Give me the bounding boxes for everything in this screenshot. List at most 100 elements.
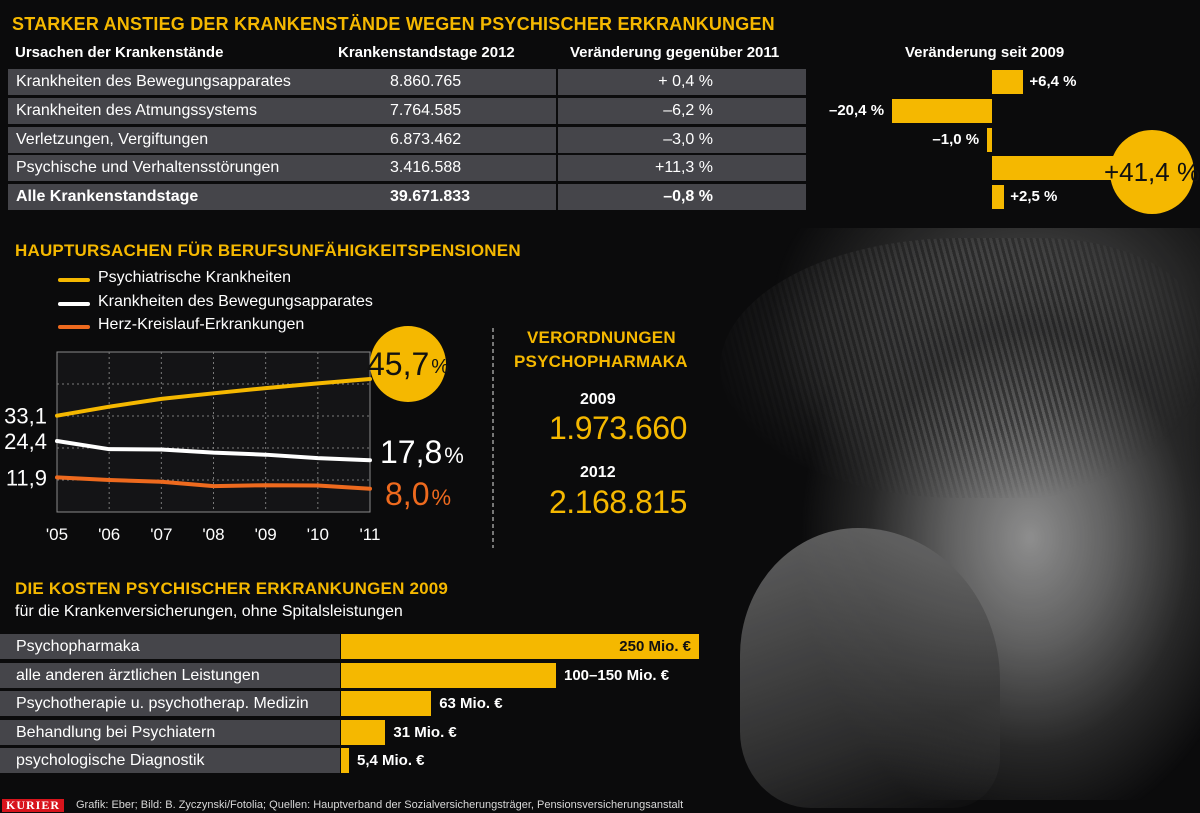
change-2011-cell: +11,3 %	[655, 159, 713, 176]
cause-cell: Krankheiten des Atmungssystems	[16, 102, 258, 119]
series-point	[212, 391, 215, 395]
table-row-bg	[558, 98, 806, 124]
legend-swatch	[58, 325, 90, 329]
pension-title: HAUPTURSACHEN FÜR BERUFSUNFÄHIGKEITSPENS…	[15, 241, 521, 260]
cost-bar	[341, 691, 432, 716]
kurier-logo: KURIER	[2, 799, 65, 812]
table-row-bg	[558, 155, 806, 181]
legend-label: Herz-Kreislauf-Erkrankungen	[98, 316, 305, 333]
cost-label: Psychotherapie u. psychotherap. Medizin	[16, 695, 309, 712]
cause-cell: Verletzungen, Vergiftungen	[16, 131, 209, 148]
photo-arm-shape	[740, 528, 1000, 808]
legend-label: Krankheiten des Bewegungsapparates	[98, 293, 373, 310]
x-tick-label: '07	[150, 525, 172, 544]
series-point	[368, 377, 372, 381]
cost-label: Behandlung bei Psychiatern	[16, 723, 216, 741]
table-row-bg	[8, 155, 556, 181]
series-point	[159, 447, 163, 451]
change-bar	[992, 185, 1005, 209]
series-point	[264, 386, 268, 390]
prescriptions-year-2012: 2012	[580, 464, 616, 481]
x-tick-label: '06	[98, 525, 120, 544]
cause-cell: Psychische und Verhaltensstörungen	[16, 159, 280, 176]
psych-end-value: 45,7	[366, 345, 430, 382]
cost-row: Psychotherapie u. psychotherap. Medizin	[0, 691, 340, 716]
series-point	[107, 405, 111, 409]
table-row-bg	[558, 184, 806, 210]
start-value-label: 11,9	[6, 465, 47, 490]
cause-cell: Krankheiten des Bewegungsapparates	[16, 73, 291, 90]
x-tick-label: '11	[360, 525, 381, 544]
cost-bar	[341, 748, 349, 773]
cost-value-label: 250 Mio. €	[619, 638, 691, 655]
days-cell: 39.671.833	[390, 188, 471, 205]
change-bar	[892, 99, 992, 123]
sick-leave-title: STARKER ANSTIEG DER KRANKENSTÄNDE WEGEN …	[12, 14, 775, 34]
change-bar	[992, 156, 1118, 180]
psych-end-percent: %	[431, 355, 450, 378]
table-row-bg	[8, 184, 556, 210]
change-bar-label: –20,4 %	[828, 102, 885, 119]
cost-row: psychologische Diagnostik	[0, 748, 340, 773]
change-2011-cell: + 0,4 %	[658, 73, 713, 90]
start-value-label: 24,4	[4, 429, 47, 454]
cost-row: alle anderen ärztlichen Leistungen	[0, 662, 340, 688]
change-2011-cell: –0,8 %	[663, 188, 713, 205]
cost-value-label: 63 Mio. €	[439, 695, 503, 712]
series-point	[316, 381, 320, 385]
series-point	[212, 484, 215, 488]
table-row-bg	[558, 69, 806, 95]
legend-swatch	[58, 302, 90, 306]
change-bar-label: +2,5 %	[1010, 188, 1058, 205]
cost-label: Psychopharmaka	[16, 638, 140, 655]
psych-end-circle: 45,7%	[366, 326, 450, 402]
series-point	[107, 478, 111, 482]
series-point	[159, 480, 163, 484]
bewegung-end-value: 17,8	[380, 434, 443, 470]
header-days: Krankenstandstage 2012	[338, 44, 515, 61]
change-2011-cell: –3,0 %	[663, 131, 713, 148]
table-row-bg	[8, 69, 556, 95]
table-row-bg	[558, 127, 806, 153]
series-point	[55, 439, 59, 443]
cause-cell: Alle Krankenstandstage	[16, 188, 199, 205]
herz-end-value: 8,0	[385, 476, 430, 512]
pension-line-chart: 33,124,4 11,9 '05 '06 '07 '08 '09 '10 '11	[4, 351, 381, 544]
cost-bar	[341, 634, 699, 659]
table-row-bg	[8, 127, 556, 153]
x-tick-label: '08	[202, 525, 224, 544]
herz-end-percent: %	[431, 485, 452, 510]
start-value-label: 33,1	[4, 404, 47, 429]
x-tick-label: '05	[46, 525, 68, 544]
prescriptions-title-line1: VERORDNUNGEN	[527, 328, 676, 347]
days-cell: 7.764.585	[390, 102, 462, 119]
cost-value-label: 100–150 Mio. €	[564, 666, 670, 684]
woman-photo	[700, 228, 1200, 808]
series-point	[316, 484, 320, 488]
series-point	[264, 453, 268, 457]
cost-value-label: 5,4 Mio. €	[357, 752, 425, 769]
change-bar	[992, 70, 1024, 94]
header-cause: Ursachen der Krankenstände	[15, 44, 224, 61]
cost-label: alle anderen ärztlichen Leistungen	[16, 666, 260, 684]
cost-bar	[341, 719, 386, 745]
series-point	[316, 456, 320, 460]
x-tick-label: '09	[255, 525, 277, 544]
header-change-2009: Veränderung seit 2009	[905, 44, 1065, 61]
bewegung-end-percent: %	[444, 443, 464, 468]
table-row-bg	[8, 98, 556, 124]
prescriptions-value-2012: 2.168.815	[549, 484, 687, 520]
section-divider	[492, 328, 494, 548]
series-point	[264, 483, 268, 487]
series-point	[107, 447, 111, 451]
prescriptions-year-2009: 2009	[580, 391, 616, 408]
herz-end-label: 8,0%	[385, 476, 451, 513]
change-bar-highlight-circle: +41,4 %	[1104, 130, 1200, 214]
change-bar	[987, 128, 992, 152]
cost-label: psychologische Diagnostik	[16, 752, 205, 769]
series-point	[159, 397, 163, 401]
x-tick-label: '10	[307, 525, 329, 544]
header-change-2011: Veränderung gegenüber 2011	[570, 44, 780, 61]
footer-credits: Grafik: Eber; Bild: B. Zyczynski/Fotolia…	[76, 799, 684, 811]
series-point	[212, 451, 215, 455]
